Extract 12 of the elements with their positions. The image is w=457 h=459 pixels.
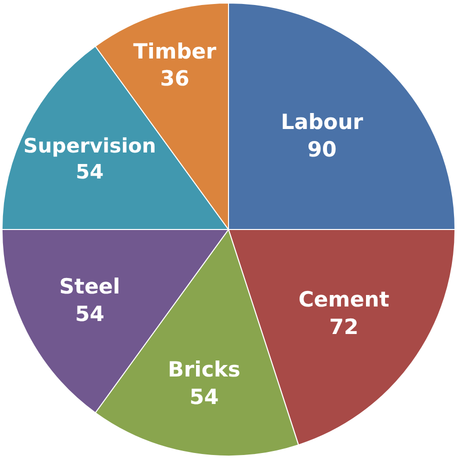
data-label: 54 [76,159,104,184]
data-label: 54 [190,385,219,410]
slice-label: Supervision [23,133,156,158]
slice-label: Labour [280,110,364,134]
slice-label: Bricks [168,358,240,382]
data-label: 90 [307,137,337,162]
slice-label: Steel [59,274,120,299]
data-label: 72 [329,315,359,339]
data-label: 54 [75,302,104,326]
slice-label: Cement [298,288,390,312]
slice-label: Timber [133,39,217,64]
data-label: 36 [160,66,190,91]
